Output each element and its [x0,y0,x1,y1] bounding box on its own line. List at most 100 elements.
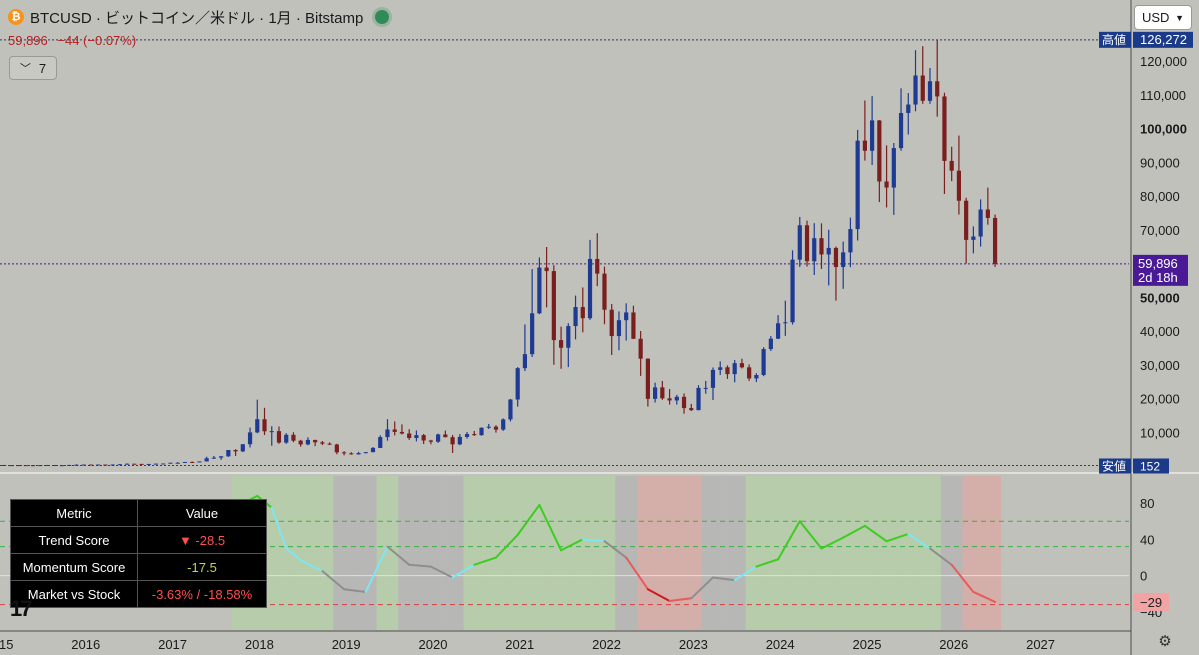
price-tick-label: 110,000 [1140,88,1186,103]
candle-body [985,209,990,218]
candle-body [284,434,289,443]
candle [508,398,513,422]
table-row: Market vs Stock -3.63% / -18.58% [10,580,267,608]
candle [211,455,216,459]
candle-body [978,209,983,237]
candle [103,464,108,466]
candle [710,367,716,401]
candle [775,315,781,340]
indicators-toggle-button[interactable]: ﹀ 7 [9,56,57,80]
bar-countdown-label: 2d 18h [1138,270,1178,285]
candle-body [841,252,846,267]
candle [59,465,65,467]
candle [30,465,36,467]
candle [378,435,383,449]
candle [797,216,802,267]
trend-score-segment [755,558,780,568]
metric-value: -3.63% / -18.58% [137,580,267,608]
trend-score-segment [451,563,476,579]
candle [537,257,542,315]
low-label-box [1099,458,1131,474]
candle-body [2,464,7,466]
candle-body [320,442,325,444]
candle-body [522,354,528,369]
candle-body [870,120,875,151]
candle [392,421,397,436]
candle-body [399,431,405,434]
time-tick-label: 2026 [939,637,968,652]
candle-body [414,435,419,438]
trend-score-segment [798,520,823,550]
candle-body [616,320,622,337]
candle [819,223,824,269]
trend-score-segment [538,503,563,552]
candle [754,373,759,382]
time-tick-label: 2021 [505,637,534,652]
currency-select[interactable]: USD ▼ [1134,5,1192,30]
candle [255,399,260,434]
candle-body [992,217,998,264]
gear-icon[interactable]: ⚙ [1158,633,1172,650]
candle [624,303,629,341]
candle [870,96,875,165]
candle-body [804,225,810,262]
candle [935,39,940,117]
candle-body [942,96,947,161]
metric-name: Momentum Score [10,553,138,581]
candle [501,418,506,431]
candle [486,423,491,429]
currency-label: USD [1142,10,1170,25]
candle [674,394,679,405]
high-value-label: 126,272 [1140,32,1187,47]
candle-body [783,322,788,324]
candle-body [486,426,491,428]
candle-body [935,81,940,97]
candle [530,269,535,357]
price-tick-label: 120,000 [1140,54,1187,69]
candle [399,424,405,435]
regime-band [702,476,724,630]
last-price-box [1133,254,1188,286]
candle [848,217,853,268]
candle [616,311,622,351]
candle [855,129,860,241]
regime-band [289,476,312,630]
candle-body [52,465,57,467]
candle-body [240,444,245,452]
tradingview-logo[interactable]: 17 [10,596,33,621]
candle [291,432,296,443]
symbol-title[interactable]: BTCUSD · ビットコイン／米ドル · 1月 · Bitstamp [30,9,364,27]
candle [219,456,224,460]
candle [407,429,412,440]
candle [558,326,564,369]
candle-body [660,387,665,399]
indicator-tick-label: 0 [1140,569,1147,584]
candle [443,430,448,438]
candle [884,145,889,208]
candle-body [407,433,412,438]
candle [631,305,636,340]
table-header-row: Metric Value [10,499,267,527]
candle-body [298,440,303,445]
regime-band [875,476,898,630]
candle [667,389,672,405]
candle-body [826,247,831,255]
candle-body [219,456,224,458]
candle-body [291,434,296,441]
candle [609,304,614,355]
candle-body [884,181,889,188]
low-label: 安値 [1102,458,1126,473]
candle-body [624,312,629,321]
candle [313,439,318,447]
indicator-tick-label: 40 [1140,532,1154,547]
candle [927,68,933,104]
candle [826,229,831,286]
trend-score-segment [668,597,693,603]
candle [739,358,745,369]
metric-name: Market vs Stock [10,580,138,608]
candle [153,463,159,465]
candle-body [710,369,716,388]
current-price: 59,896 [8,33,48,48]
candle [2,464,7,466]
trend-score-segment [907,532,931,550]
